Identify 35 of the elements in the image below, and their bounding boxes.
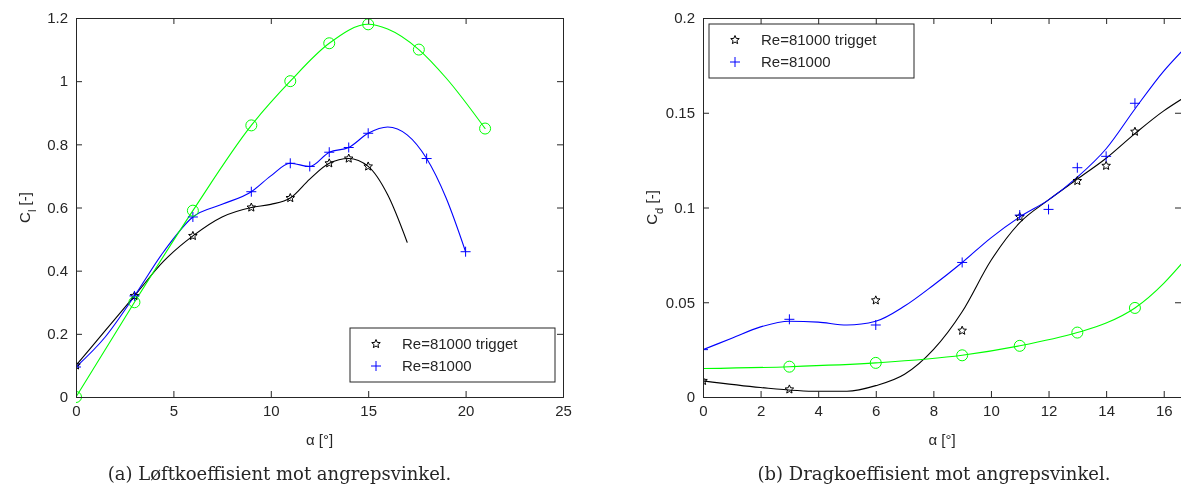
y-tick-label: 0.05 (665, 293, 695, 311)
x-tick-label: 16 (1155, 401, 1173, 419)
x-tick-label: 10 (983, 401, 1000, 419)
y-tick-label: 1.2 (47, 9, 68, 27)
text: (a) Løftkoeffisient mot angrepsvinkel. (107, 463, 452, 484)
y-tick-label: 0.1 (674, 198, 695, 216)
y-tick-label: 1 (59, 72, 68, 90)
y-tick-label: 0.8 (47, 135, 68, 153)
x-tick-label: 8 (929, 401, 939, 419)
legend-label: Re=81000 trigget (402, 335, 519, 352)
x-tick-label: 14 (1098, 401, 1115, 419)
y-tick-label: 0 (59, 388, 68, 406)
legend-label: Re=81000 (402, 357, 472, 374)
y-tick-label: 0.2 (674, 9, 695, 27)
x-axis-title: α [°] (305, 431, 334, 448)
y-tick-label: 0.2 (47, 325, 68, 343)
x-tick-label: 2 (756, 401, 766, 419)
x-tick-label: 0 (72, 401, 81, 419)
x-axis-title: α [°] (928, 431, 956, 448)
x-tick-label: 4 (814, 401, 823, 419)
x-tick-label: 12 (1040, 401, 1058, 419)
text: (b) Dragkoeffisient mot angrepsvinkel. (757, 463, 1111, 484)
x-tick-label: 25 (555, 401, 572, 419)
x-tick-label: 15 (360, 401, 378, 419)
legend-label: Re=81000 (761, 53, 831, 70)
y-tick-label: 0.6 (47, 198, 68, 216)
x-tick-label: 10 (262, 401, 280, 419)
y-tick-label: 0.15 (665, 104, 695, 122)
legend-label: Re=81000 trigget (761, 31, 878, 48)
x-tick-label: 6 (872, 401, 881, 419)
x-tick-label: 0 (699, 401, 708, 419)
y-tick-label: 0.4 (47, 261, 68, 279)
x-tick-label: 5 (169, 401, 179, 419)
x-tick-label: 20 (457, 401, 475, 419)
y-tick-label: 0 (686, 388, 695, 406)
